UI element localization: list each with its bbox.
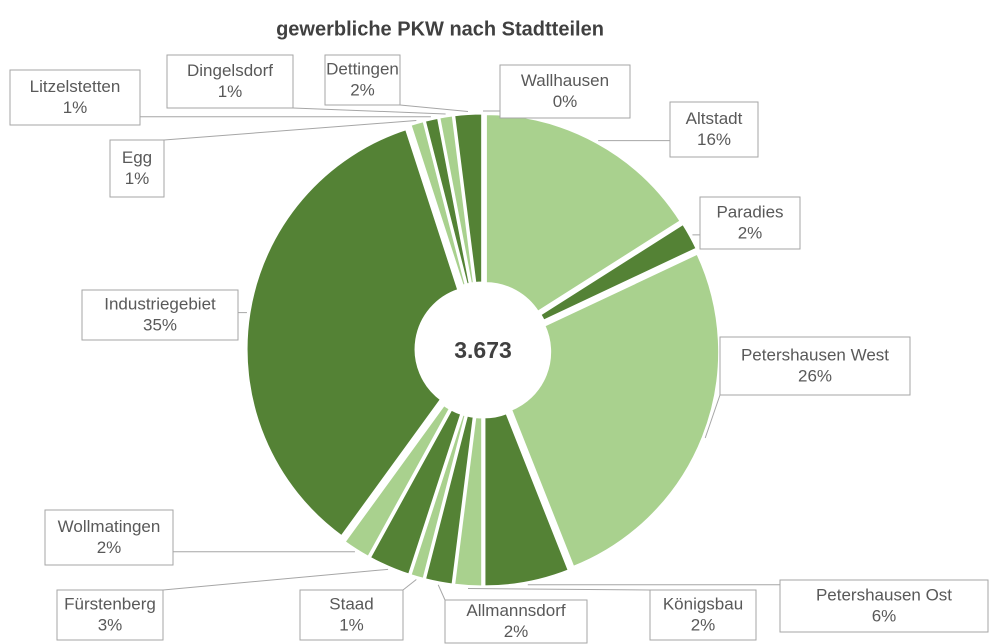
label-box <box>444 599 588 644</box>
category-label: Wallhausen <box>521 71 609 90</box>
value-label: 6% <box>872 606 897 625</box>
category-label: Industriegebiet <box>104 294 216 313</box>
value-label: 3% <box>98 615 123 634</box>
slice <box>537 221 700 324</box>
label-box <box>81 289 239 341</box>
label-box <box>166 54 294 109</box>
value-label: 1% <box>63 98 88 117</box>
value-label: 26% <box>798 366 832 385</box>
category-label: Dettingen <box>326 59 399 78</box>
category-label: Litzelstetten <box>30 77 121 96</box>
label-box <box>699 196 801 250</box>
label-box <box>109 139 165 198</box>
value-label: 2% <box>504 622 529 641</box>
value-label: 0% <box>553 92 578 111</box>
value-label: 1% <box>125 169 150 188</box>
label-box <box>719 336 911 396</box>
center-label: 3.673 <box>454 337 512 363</box>
slice <box>341 402 453 560</box>
slice <box>483 112 684 315</box>
category-label: Allmannsdorf <box>466 601 565 620</box>
leader-line <box>163 119 417 141</box>
value-label: 35% <box>143 315 177 334</box>
slice <box>244 126 461 540</box>
label-box <box>9 69 141 126</box>
label-box <box>56 589 164 641</box>
chart-title: gewerbliche PKW nach Stadtteilen <box>276 18 604 40</box>
category-label: Königsbau <box>663 594 743 613</box>
label-box <box>44 509 174 566</box>
leader-line <box>437 584 446 601</box>
category-label: Petershausen Ost <box>816 585 952 604</box>
value-label: 16% <box>697 130 731 149</box>
value-label: 1% <box>218 82 243 101</box>
leader-line <box>467 588 651 591</box>
category-label: Fürstenberg <box>64 594 156 613</box>
label-box <box>499 64 631 119</box>
leader-line <box>162 568 389 591</box>
label-box <box>779 579 989 633</box>
label-box <box>299 589 404 641</box>
leader-line <box>399 104 469 112</box>
leader-line <box>292 107 446 115</box>
category-label: Staad <box>329 594 373 613</box>
category-label: Dingelsdorf <box>187 61 273 80</box>
category-label: Petershausen West <box>741 345 889 364</box>
labels: Wallhausen 0% Altstadt 16% Paradies 2% Petersh… <box>9 54 989 644</box>
label-box <box>324 54 401 106</box>
value-label: 2% <box>691 615 716 634</box>
category-label: Altstadt <box>686 109 743 128</box>
value-label: 2% <box>350 80 375 99</box>
category-label: Paradies <box>716 202 783 221</box>
slice <box>451 111 485 286</box>
slices <box>244 111 722 589</box>
value-label: 2% <box>97 538 122 557</box>
category-label: Wollmatingen <box>58 517 161 536</box>
category-label: Egg <box>122 148 152 167</box>
leader-line <box>402 579 417 591</box>
value-label: 2% <box>738 223 763 242</box>
leader-line <box>704 394 721 439</box>
label-box <box>649 589 757 641</box>
value-label: 1% <box>339 615 364 634</box>
label-box <box>669 101 759 158</box>
